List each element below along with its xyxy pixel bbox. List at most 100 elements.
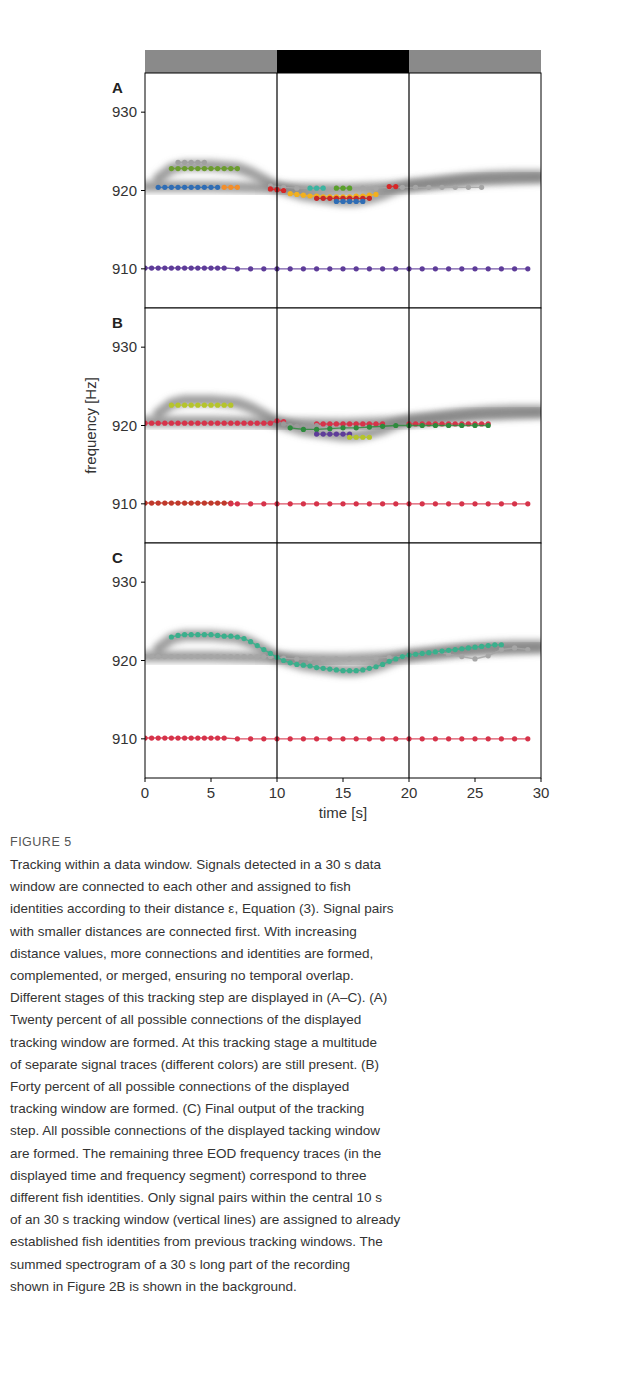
trace-point xyxy=(169,185,174,190)
caption-line: tracking window are formed. (C) Final ou… xyxy=(10,1101,364,1116)
x-tick xyxy=(409,778,410,782)
trace xyxy=(288,423,491,432)
trace-point xyxy=(149,421,154,426)
trace-point xyxy=(288,660,293,665)
trace-point xyxy=(446,423,451,428)
trace-point xyxy=(195,632,200,637)
trace-point xyxy=(261,266,266,271)
trace-point xyxy=(340,501,345,506)
trace-point xyxy=(466,185,471,190)
x-tick-label: 10 xyxy=(269,784,286,801)
trace-point xyxy=(189,421,194,426)
x-tick xyxy=(211,778,212,782)
trace-point xyxy=(182,632,187,637)
trace-point xyxy=(459,646,464,651)
caption-line: displayed time and frequency segment) co… xyxy=(10,1168,366,1183)
trace-point xyxy=(426,185,431,190)
trace-point xyxy=(307,186,312,191)
trace-point xyxy=(248,736,253,741)
trace-point xyxy=(169,654,174,659)
time-bar-segment xyxy=(145,50,277,73)
trace-point xyxy=(433,736,438,741)
trace-point xyxy=(301,193,306,198)
trace-point xyxy=(162,185,167,190)
panel-letter: B xyxy=(112,314,123,331)
trace-point xyxy=(241,636,246,641)
trace-point xyxy=(255,654,260,659)
trace-point xyxy=(288,425,293,430)
trace-point xyxy=(472,266,477,271)
trace-point xyxy=(182,654,187,659)
window-line xyxy=(408,73,409,308)
x-tick-label: 15 xyxy=(335,784,352,801)
trace-point xyxy=(235,421,240,426)
plot-background xyxy=(145,73,541,308)
trace-point xyxy=(499,647,504,652)
trace-point xyxy=(321,196,326,201)
trace-point xyxy=(307,663,312,668)
trace-point xyxy=(162,735,167,740)
trace-point xyxy=(327,421,332,426)
x-tick-label: 20 xyxy=(401,784,418,801)
caption-line: Tracking within a data window. Signals d… xyxy=(10,857,381,872)
trace-point xyxy=(175,185,180,190)
trace-point xyxy=(189,500,194,505)
trace-point xyxy=(195,185,200,190)
spectrogram-ridge xyxy=(145,733,541,744)
trace xyxy=(156,185,221,190)
trace-point xyxy=(420,651,425,656)
trace-point xyxy=(393,501,398,506)
trace-point xyxy=(486,653,491,658)
plot-area xyxy=(145,160,541,272)
trace-point xyxy=(472,501,477,506)
trace-point xyxy=(235,166,240,171)
trace-point xyxy=(175,735,180,740)
trace-point xyxy=(459,736,464,741)
x-tick-label: 25 xyxy=(467,784,484,801)
trace-point xyxy=(268,421,273,426)
trace-point xyxy=(472,656,477,661)
trace-point xyxy=(301,266,306,271)
window-line xyxy=(276,73,277,308)
spectrogram-ridge xyxy=(158,635,541,670)
y-tick xyxy=(141,582,145,583)
trace-point xyxy=(486,501,491,506)
trace-point xyxy=(387,659,392,664)
trace-point xyxy=(499,642,504,647)
trace-point xyxy=(189,632,194,637)
trace-point xyxy=(340,668,345,673)
trace-point xyxy=(327,266,332,271)
trace-point xyxy=(479,185,484,190)
trace-point xyxy=(347,668,352,673)
trace-point xyxy=(202,421,207,426)
trace-point xyxy=(380,736,385,741)
trace-point xyxy=(360,656,365,661)
trace-point xyxy=(222,654,227,659)
trace-point xyxy=(373,421,378,426)
trace-point xyxy=(393,656,398,661)
trace-point xyxy=(248,654,253,659)
trace xyxy=(145,500,233,505)
trace-point xyxy=(486,643,491,648)
x-tick xyxy=(541,778,542,782)
trace-point xyxy=(380,501,385,506)
trace-point xyxy=(202,632,207,637)
trace-point xyxy=(334,186,339,191)
trace-point xyxy=(189,654,194,659)
trace xyxy=(169,632,504,673)
trace xyxy=(314,432,352,437)
trace-point xyxy=(235,266,240,271)
trace-point xyxy=(175,421,180,426)
trace-point xyxy=(222,185,227,190)
y-tick-label: 910 xyxy=(112,730,137,747)
trace-point xyxy=(241,654,246,659)
panel-letter: C xyxy=(112,549,123,566)
trace-point xyxy=(512,501,517,506)
trace-point xyxy=(433,649,438,654)
caption-line: Twenty percent of all possible connectio… xyxy=(10,1012,361,1027)
time-bar-segment xyxy=(409,50,541,73)
trace-point xyxy=(189,185,194,190)
trace-point xyxy=(334,656,339,661)
trace-point xyxy=(446,266,451,271)
trace-point xyxy=(222,265,227,270)
